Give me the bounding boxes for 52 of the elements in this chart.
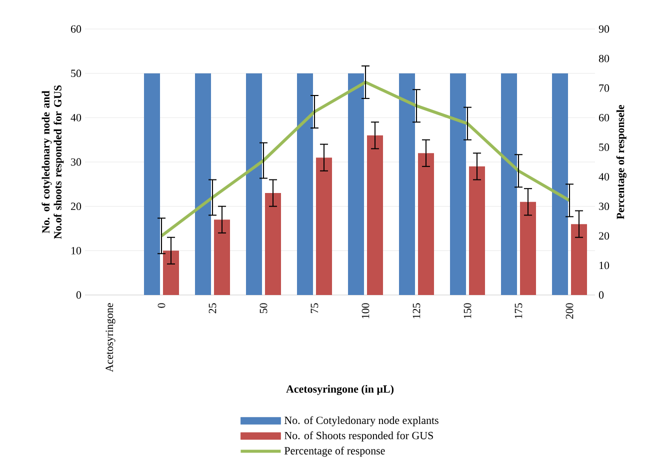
bar: [399, 73, 416, 295]
x-tick-label: 75: [310, 303, 318, 314]
bar: [418, 153, 434, 295]
legend-label: Percentage of response: [284, 446, 385, 457]
bar: [265, 193, 282, 295]
legend-label: No. of Cotyledonary node explants: [284, 416, 438, 426]
bar: [163, 250, 180, 295]
x-tick-label: 200: [566, 303, 574, 319]
y2-tick-label: 20: [599, 232, 610, 240]
legend-label: No. of Shoots responded for GUS: [284, 431, 433, 442]
y2-tick-label: 70: [599, 84, 610, 92]
bar: [367, 135, 384, 295]
y2-tick-label: 80: [598, 54, 610, 62]
x-tick-label: 150: [464, 303, 472, 318]
y-tick-label: 50: [71, 70, 82, 78]
x-tick-label: 125: [412, 303, 420, 318]
y-tick-label: 40: [70, 114, 82, 122]
bar: [520, 202, 536, 295]
y2-tick-label: 0: [598, 291, 604, 299]
y-tick-label: 20: [71, 202, 82, 210]
bar: [348, 73, 364, 295]
bar: [552, 73, 568, 295]
y2-tick-label: 60: [599, 114, 610, 122]
bar: [214, 220, 230, 295]
bar: [571, 224, 588, 295]
y2-axis-title: Percentage of responsele: [616, 104, 626, 220]
bar: [297, 73, 314, 295]
y2-tick-label: 40: [598, 173, 610, 180]
bar: [469, 166, 486, 295]
y-axis-title: No. of cotyledonary node and No.of shoots responded for GUS: [42, 85, 64, 239]
y-tick-label: 30: [71, 158, 82, 166]
x-axis-title: Acetosyringone (in µL): [286, 385, 394, 396]
x-tick-label: Acetosyringone: [106, 303, 116, 372]
y2-tick-label: 10: [600, 262, 610, 270]
y-tick-label: 0: [76, 291, 82, 299]
x-tick-label: 25: [208, 303, 216, 314]
x-tick-label: 100: [362, 303, 370, 318]
bar: [144, 73, 160, 295]
x-tick-label: 50: [260, 303, 268, 314]
bar: [450, 73, 466, 295]
y-tick-label: 60: [70, 25, 82, 33]
y2-tick-label: 30: [599, 202, 610, 210]
y2-tick-label: 90: [598, 25, 610, 33]
line-series: [160, 80, 572, 238]
bar: [501, 73, 518, 295]
y2-tick-label: 50: [599, 144, 610, 151]
bar: [316, 158, 332, 295]
x-tick-label: 175: [514, 303, 522, 318]
x-tick-label: 0: [158, 303, 166, 308]
bar: [246, 73, 262, 295]
bar: [195, 73, 212, 295]
y-tick-label: 10: [71, 246, 82, 254]
